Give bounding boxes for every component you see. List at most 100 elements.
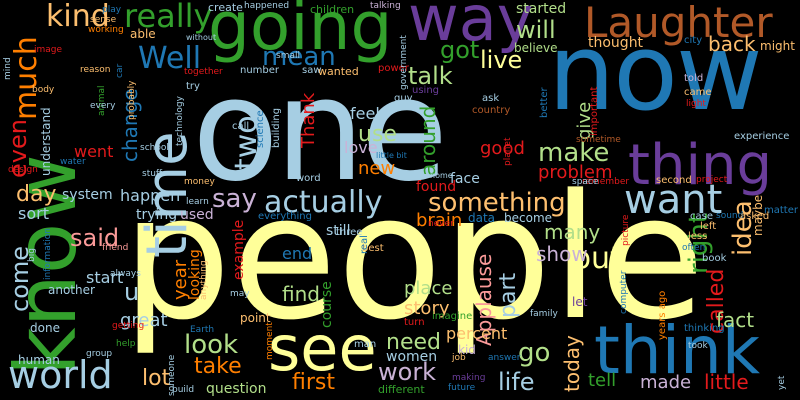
word: Laughter [584,0,773,47]
word: came [684,87,712,98]
word: friend [102,243,129,253]
word: picture [621,214,631,246]
word: sense [90,15,117,25]
word: example [231,219,247,280]
word: Earth [190,325,215,335]
word: without [186,33,217,42]
word: probably [127,80,137,121]
word: day [16,182,57,207]
word: body [32,85,55,95]
word: told [684,73,704,84]
word: together [184,67,223,77]
word: government [399,35,409,90]
word: went [74,142,114,161]
word: system [62,187,113,203]
word: money [184,177,215,187]
word: something [428,188,566,218]
word: future [448,383,476,393]
word: world [8,353,113,397]
word: thing [628,133,773,198]
word: real [359,235,370,254]
word: kid [458,343,476,357]
word: need [386,330,441,355]
word: really [124,0,213,35]
word: second [656,175,692,186]
word: make [538,138,610,168]
word: end [282,244,313,263]
word: years ago [657,290,668,340]
word: talk [408,62,453,90]
word: city [684,35,703,46]
word: book [702,253,727,264]
word: take [194,354,242,379]
word: point [240,311,271,325]
word: small [276,51,300,61]
word: life [498,368,535,396]
word: actually [264,185,383,220]
word: light [686,99,706,109]
word: use [358,122,397,147]
word: project [696,175,728,185]
word: building [271,107,282,148]
word: trying [136,207,178,223]
word: little bit [376,151,407,160]
word: story [404,298,450,319]
word: find [282,282,320,306]
word: big [27,248,37,262]
word: space [572,177,599,187]
word: fact [716,308,755,332]
word: Thank [298,92,319,148]
word: everything [258,211,312,222]
word: one [192,48,448,213]
word: technology [175,96,185,146]
word: human [18,353,60,367]
word: job [452,353,466,363]
word: thought [588,35,644,51]
word: start [86,268,124,287]
word: number [240,65,280,76]
word: around [416,105,440,176]
word: wanted [318,65,359,78]
word: started [516,1,567,17]
word: remember [582,177,630,187]
word: put [572,241,622,276]
word: different [378,383,425,396]
word: part [496,272,521,318]
word: will [516,16,556,44]
word: course [319,281,335,328]
word: live [480,46,523,74]
word: first [292,370,335,395]
word: mind [3,57,13,80]
word: question [206,381,267,397]
word: think [594,312,761,389]
word: today [560,335,584,392]
word: moment [265,322,275,360]
word: going [208,0,393,65]
word: let [572,295,588,309]
word: show [536,242,588,266]
word: water [60,157,86,167]
word: children [310,3,355,16]
word: kind [46,0,110,34]
word: data [468,211,496,225]
word: see [268,312,377,385]
word: often [682,243,706,253]
word: saw [302,65,322,76]
word: took [688,341,708,351]
word: turn [404,317,425,328]
word: sound [716,211,744,221]
word: back [708,32,756,56]
word: man [354,339,377,350]
word: sometime [576,135,621,145]
word: stuff [142,169,163,179]
word: said [70,224,120,252]
word: feel [350,104,380,123]
word: go [518,338,551,368]
word: family [530,309,558,319]
word: help [116,339,136,349]
word: want [624,177,723,223]
word: Well [138,41,202,76]
word: mean [262,42,336,72]
word: little [704,370,749,394]
word: case [690,211,713,222]
